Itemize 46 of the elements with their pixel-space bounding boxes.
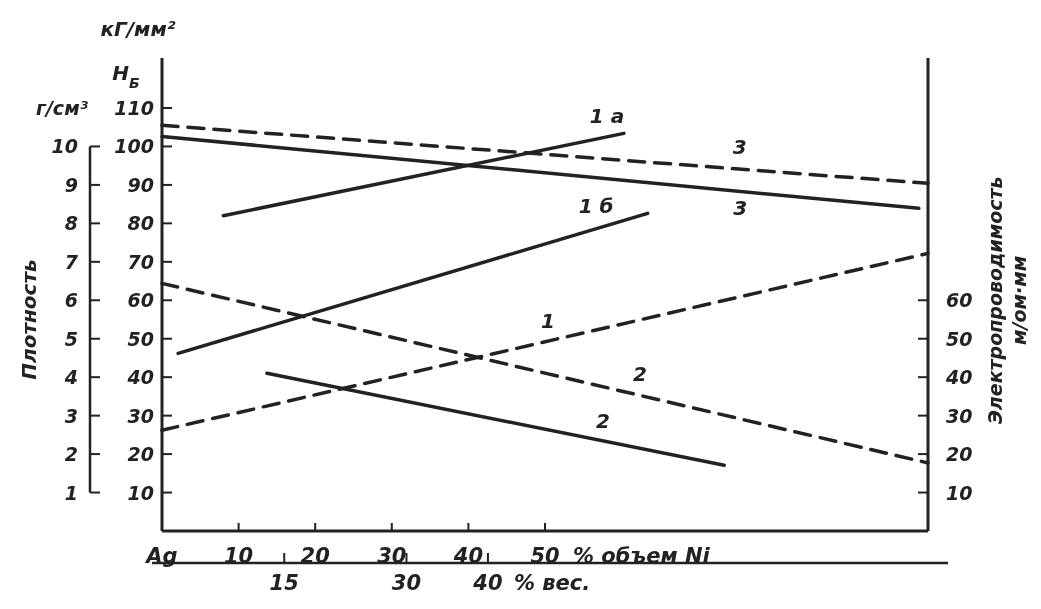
x-tick-label: 30 — [377, 544, 407, 568]
y-tick-label: 30 — [127, 404, 154, 427]
text: H$_{Б}$ — [112, 61, 140, 91]
x-tick-label: 50 — [530, 544, 560, 568]
y2-axis-title: Плотность — [17, 259, 41, 380]
y3-tick-label: 30 — [946, 404, 973, 427]
x2-tick-label: 40 — [472, 571, 503, 595]
text: г/см³ — [36, 96, 89, 119]
y2-tick-label: 5 — [64, 327, 78, 350]
x2-tick-label: 15 — [269, 571, 299, 595]
series-label: 2 — [632, 361, 647, 386]
y2-tick-label: 8 — [64, 212, 78, 235]
y-tick-label: 20 — [127, 443, 154, 466]
y3-tick-label: 50 — [946, 327, 973, 350]
series-label: 2 — [595, 409, 610, 434]
y2-tick-label: 10 — [51, 135, 78, 158]
y2-tick-label: 3 — [64, 404, 78, 427]
y2-tick-label: 7 — [64, 250, 79, 273]
y2-tick-label: 9 — [64, 173, 78, 196]
x-tick-label: 40 — [452, 544, 484, 568]
y-tick-label: 50 — [127, 327, 154, 350]
y-tick-label: 90 — [127, 173, 154, 196]
y2-tick-label: 2 — [64, 443, 78, 466]
y-tick-label: 70 — [127, 250, 154, 273]
series-label: 1 а — [589, 104, 625, 129]
series-label: 1 б — [578, 194, 614, 219]
series-label: 3 — [732, 135, 747, 160]
y-tick-label: 40 — [126, 366, 154, 389]
y2-tick-label: 4 — [63, 366, 78, 389]
y3-tick-label: 40 — [945, 366, 973, 389]
y-tick-label: 110 — [114, 96, 154, 119]
x2-tick-label: 30 — [391, 571, 422, 595]
y-tick-label: 10 — [127, 481, 154, 504]
y-tick-label: 60 — [127, 289, 154, 312]
y2-tick-label: 1 — [64, 481, 78, 504]
y3-tick-label: 20 — [946, 443, 973, 466]
series-label: 1 — [541, 308, 555, 333]
series-label: 3 — [733, 196, 748, 221]
y2-tick-label: 6 — [64, 289, 78, 312]
y-tick-label: 100 — [114, 135, 154, 158]
y3-axis-title: Электропроводимость м/ом·мм — [984, 176, 1030, 425]
y3-tick-label: 60 — [946, 289, 973, 312]
y-tick-label: 80 — [127, 212, 154, 235]
y-axis-title: кГ/мм² — [100, 17, 176, 41]
x2-axis-title: % вес. — [513, 571, 591, 595]
y3-tick-label: 10 — [946, 481, 973, 504]
